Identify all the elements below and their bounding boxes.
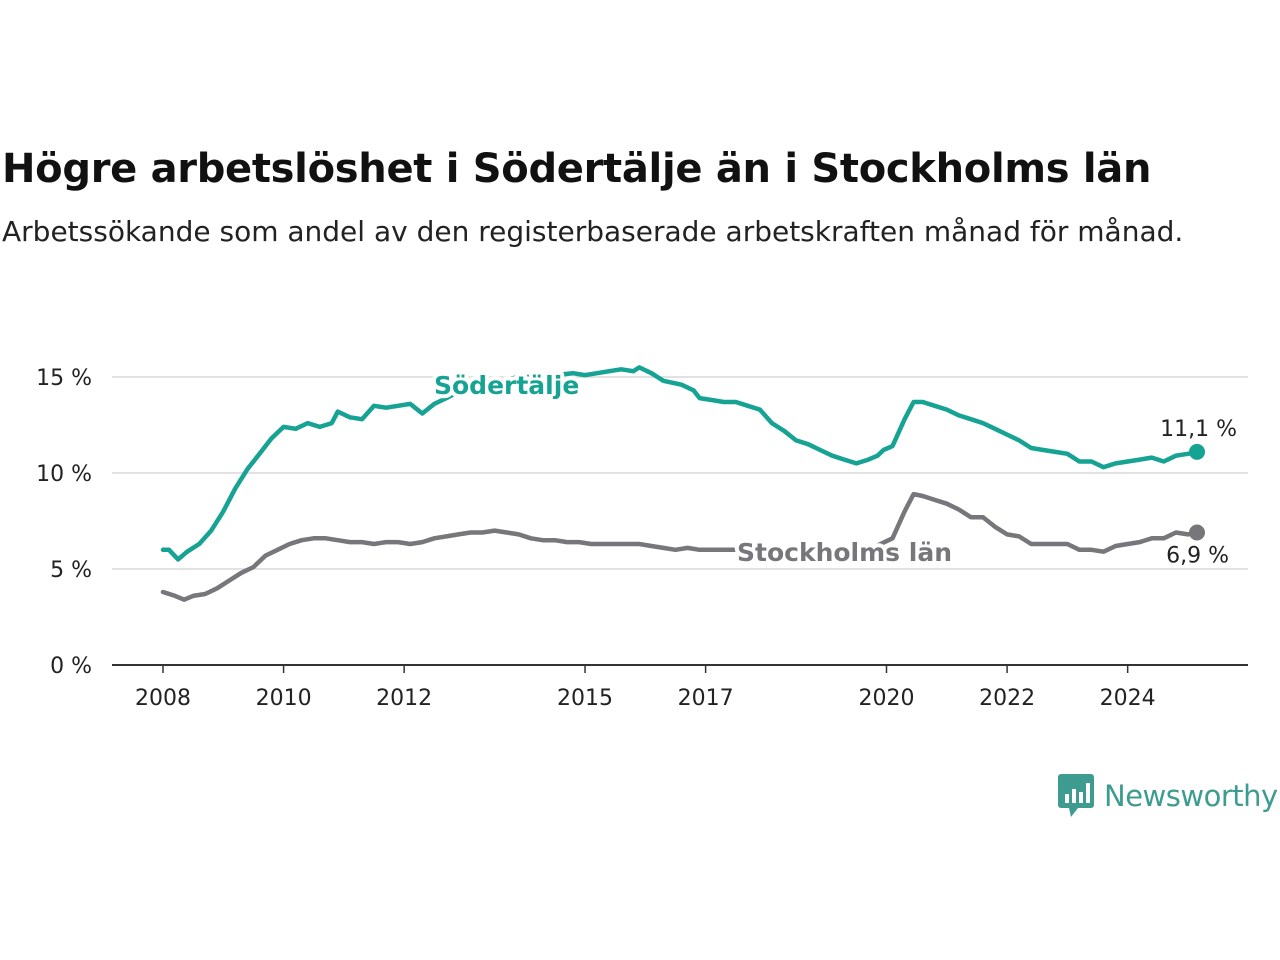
series-end-label-stockholms-l-n: 6,9 %: [1166, 544, 1229, 569]
series-end-point-s-dert-lje: [1189, 443, 1205, 460]
series-line-stockholms-l-n: [160, 491, 1200, 602]
y-tick-label: 15 %: [36, 366, 92, 391]
y-tick-label: 10 %: [36, 462, 92, 487]
series-line-s-dert-lje: [160, 365, 1200, 562]
series-end-point-stockholms-l-n: [1189, 524, 1205, 541]
newsworthy-logo-icon: [1058, 774, 1094, 817]
chart-subtitle: Arbetssökande som andel av den registerb…: [2, 215, 1184, 248]
x-axis: 2008 2010 2012 2015 2017 2020 2022 2024: [112, 664, 1248, 711]
x-tick-label: 2024: [1100, 686, 1156, 711]
x-tick-label: 2012: [376, 686, 432, 711]
x-tick-label: 2015: [557, 686, 613, 711]
series-labels: Södertälje 11,1 % Stockholms län 6,9 %: [430, 367, 1240, 572]
newsworthy-logo-text: Newsworthy: [1104, 779, 1278, 813]
newsworthy-logo[interactable]: Newsworthy: [1058, 774, 1278, 818]
x-tick-label: 2020: [858, 686, 914, 711]
series-label-stockholms-l-n: Stockholms län: [737, 538, 952, 567]
y-tick-label: 5 %: [50, 558, 92, 583]
series-lines: [160, 365, 1205, 602]
x-tick-label: 2008: [135, 686, 191, 711]
chart-title: Högre arbetslöshet i Södertälje än i Sto…: [2, 146, 1152, 192]
x-tick-label: 2017: [678, 686, 734, 711]
x-tick-label: 2010: [256, 686, 312, 711]
series-label-s-dert-lje: Södertälje: [434, 371, 579, 400]
y-axis: 0 % 5 % 10 % 15 %: [36, 366, 92, 679]
y-tick-label: 0 %: [50, 654, 92, 679]
x-tick-label: 2022: [979, 686, 1035, 711]
series-end-label-s-dert-lje: 11,1 %: [1160, 417, 1237, 442]
gridlines: [112, 376, 1248, 570]
